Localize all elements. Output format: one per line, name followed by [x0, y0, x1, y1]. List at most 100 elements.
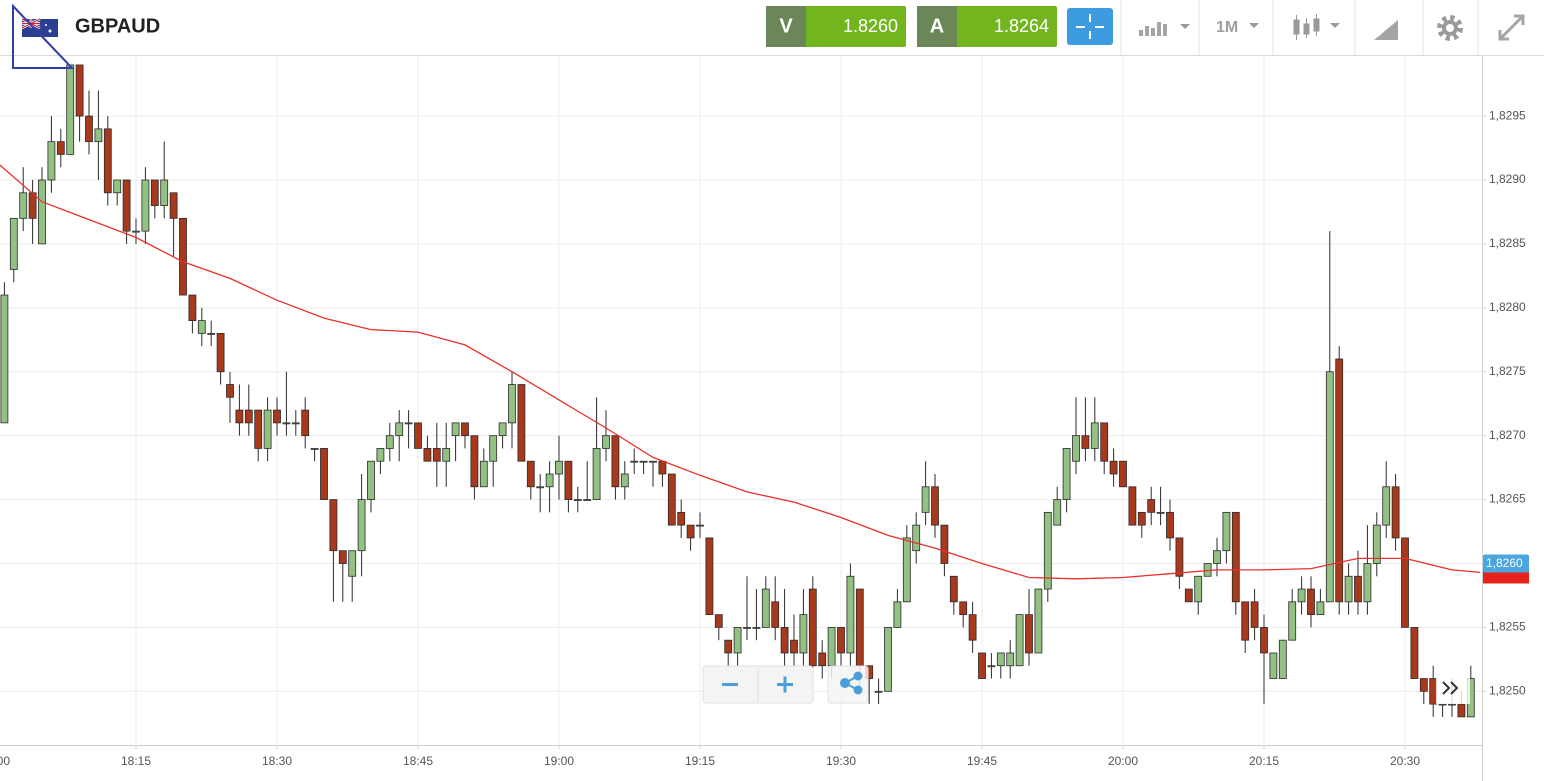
candle-body	[1429, 678, 1438, 705]
candle-body	[884, 626, 892, 692]
candle-body	[461, 422, 469, 437]
candle-body	[1401, 537, 1409, 628]
candle-body	[1372, 524, 1381, 564]
candle-body	[1344, 575, 1353, 603]
ask-price: 1.8264	[994, 16, 1049, 36]
candle-body	[291, 422, 300, 425]
candle-body	[761, 588, 770, 628]
candle-body	[1100, 422, 1109, 462]
candle-body	[602, 435, 610, 449]
candle-body	[226, 384, 234, 398]
y-tick-label: 1,8285	[1489, 236, 1526, 250]
candle-body	[921, 486, 930, 513]
y-tick-label: 1,8255	[1489, 620, 1526, 634]
candle-body	[743, 626, 751, 629]
candle-body	[949, 575, 958, 603]
candle-body	[1316, 601, 1325, 616]
candle-body	[1363, 563, 1372, 603]
bid-label: V	[779, 15, 793, 37]
candle-body	[207, 332, 216, 335]
candle-body	[1184, 588, 1193, 603]
candle-body	[1109, 460, 1118, 475]
candle-body	[489, 435, 498, 462]
candle-body	[451, 422, 460, 437]
moving-average-line	[0, 164, 1481, 580]
x-tick-label: 20:30	[1390, 754, 1420, 768]
candle-body	[987, 665, 996, 668]
settings-button[interactable]	[1437, 15, 1463, 41]
fullscreen-button[interactable]	[1498, 14, 1525, 41]
candle-body	[893, 601, 902, 628]
candle-body	[56, 141, 65, 155]
candle-body	[837, 626, 845, 654]
candle-body	[1231, 511, 1240, 603]
candle-body	[818, 652, 827, 667]
candle-body	[1090, 422, 1099, 449]
candle-body	[959, 601, 968, 616]
candle-body	[75, 64, 84, 117]
scroll-right-button[interactable]	[1436, 672, 1470, 704]
candle-body	[479, 460, 488, 488]
candle-body	[1448, 703, 1456, 706]
candle-body	[677, 511, 686, 526]
candle-body	[1307, 588, 1315, 616]
candle-body	[1025, 614, 1033, 654]
candle-body	[1213, 550, 1221, 564]
candle-body	[583, 499, 592, 501]
candle-body	[94, 128, 103, 143]
candle-body	[705, 537, 714, 616]
candle-body	[686, 524, 695, 539]
candle-body	[254, 409, 263, 449]
x-tick-label: 18:15	[121, 754, 151, 768]
y-tick-label: 1,8290	[1489, 172, 1526, 186]
candle-body	[902, 537, 911, 603]
y-tick-label: 1,8280	[1489, 300, 1526, 314]
drawing-button[interactable]	[1374, 17, 1398, 40]
candle-body	[113, 179, 122, 194]
crosshair-button[interactable]	[1067, 8, 1113, 45]
bid-price: 1.8260	[843, 16, 898, 36]
x-tick-label: 18:30	[262, 754, 292, 768]
candle-body	[940, 524, 949, 564]
candle-body	[620, 473, 629, 488]
candle-body	[555, 460, 563, 475]
timeframe-button[interactable]: 1M	[1216, 19, 1259, 36]
zoom-in[interactable]	[777, 676, 793, 693]
bid-button[interactable]: V 1.8260	[766, 6, 906, 47]
candle-body	[19, 192, 28, 219]
candle-body	[1325, 371, 1334, 603]
candle-body	[432, 448, 441, 462]
indicator-button[interactable]	[1139, 22, 1190, 36]
toolbar-separators	[1120, 0, 1479, 55]
axes: 1,8250 1,8255 1,8260 1,8265 1,8270 1,8275 1,82…	[0, 108, 1529, 768]
candle-body	[517, 384, 526, 462]
last-price-label: 1,8260	[1486, 556, 1523, 570]
candle-body	[855, 588, 864, 667]
candle-body	[85, 115, 93, 143]
chart-type-button[interactable]	[1293, 14, 1340, 40]
last-price-tag	[1483, 554, 1529, 573]
y-tick-label: 1,8270	[1489, 428, 1526, 442]
candle-body	[1354, 575, 1362, 603]
candle-body	[1382, 486, 1391, 526]
candle-body	[160, 179, 169, 206]
candle-body	[536, 486, 545, 489]
candle-body	[1260, 626, 1268, 654]
candle-body	[771, 601, 780, 628]
candle-body	[667, 473, 676, 526]
candle-body	[846, 575, 855, 654]
candle-body	[1241, 601, 1250, 641]
candle-body	[235, 409, 244, 424]
candle-body	[122, 179, 131, 232]
candle-body	[1410, 626, 1419, 679]
x-tick-label: 19:00	[544, 754, 574, 768]
candle-body	[103, 128, 112, 194]
candle-body	[714, 614, 723, 628]
share-button[interactable]	[840, 671, 863, 695]
candle-body	[630, 460, 639, 463]
ask-button[interactable]: A 1.8264	[917, 6, 1057, 47]
candle-body	[1015, 614, 1024, 667]
drawn-triangle	[12, 3, 75, 69]
x-tick-label: 20:15	[1249, 754, 1279, 768]
candle-body	[733, 626, 742, 654]
